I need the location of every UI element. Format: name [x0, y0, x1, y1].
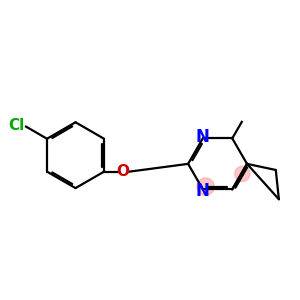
Text: Cl: Cl: [8, 118, 24, 133]
Circle shape: [235, 166, 250, 182]
Circle shape: [197, 178, 214, 195]
Text: N: N: [196, 128, 210, 146]
Text: N: N: [196, 182, 210, 200]
Text: O: O: [117, 164, 130, 179]
